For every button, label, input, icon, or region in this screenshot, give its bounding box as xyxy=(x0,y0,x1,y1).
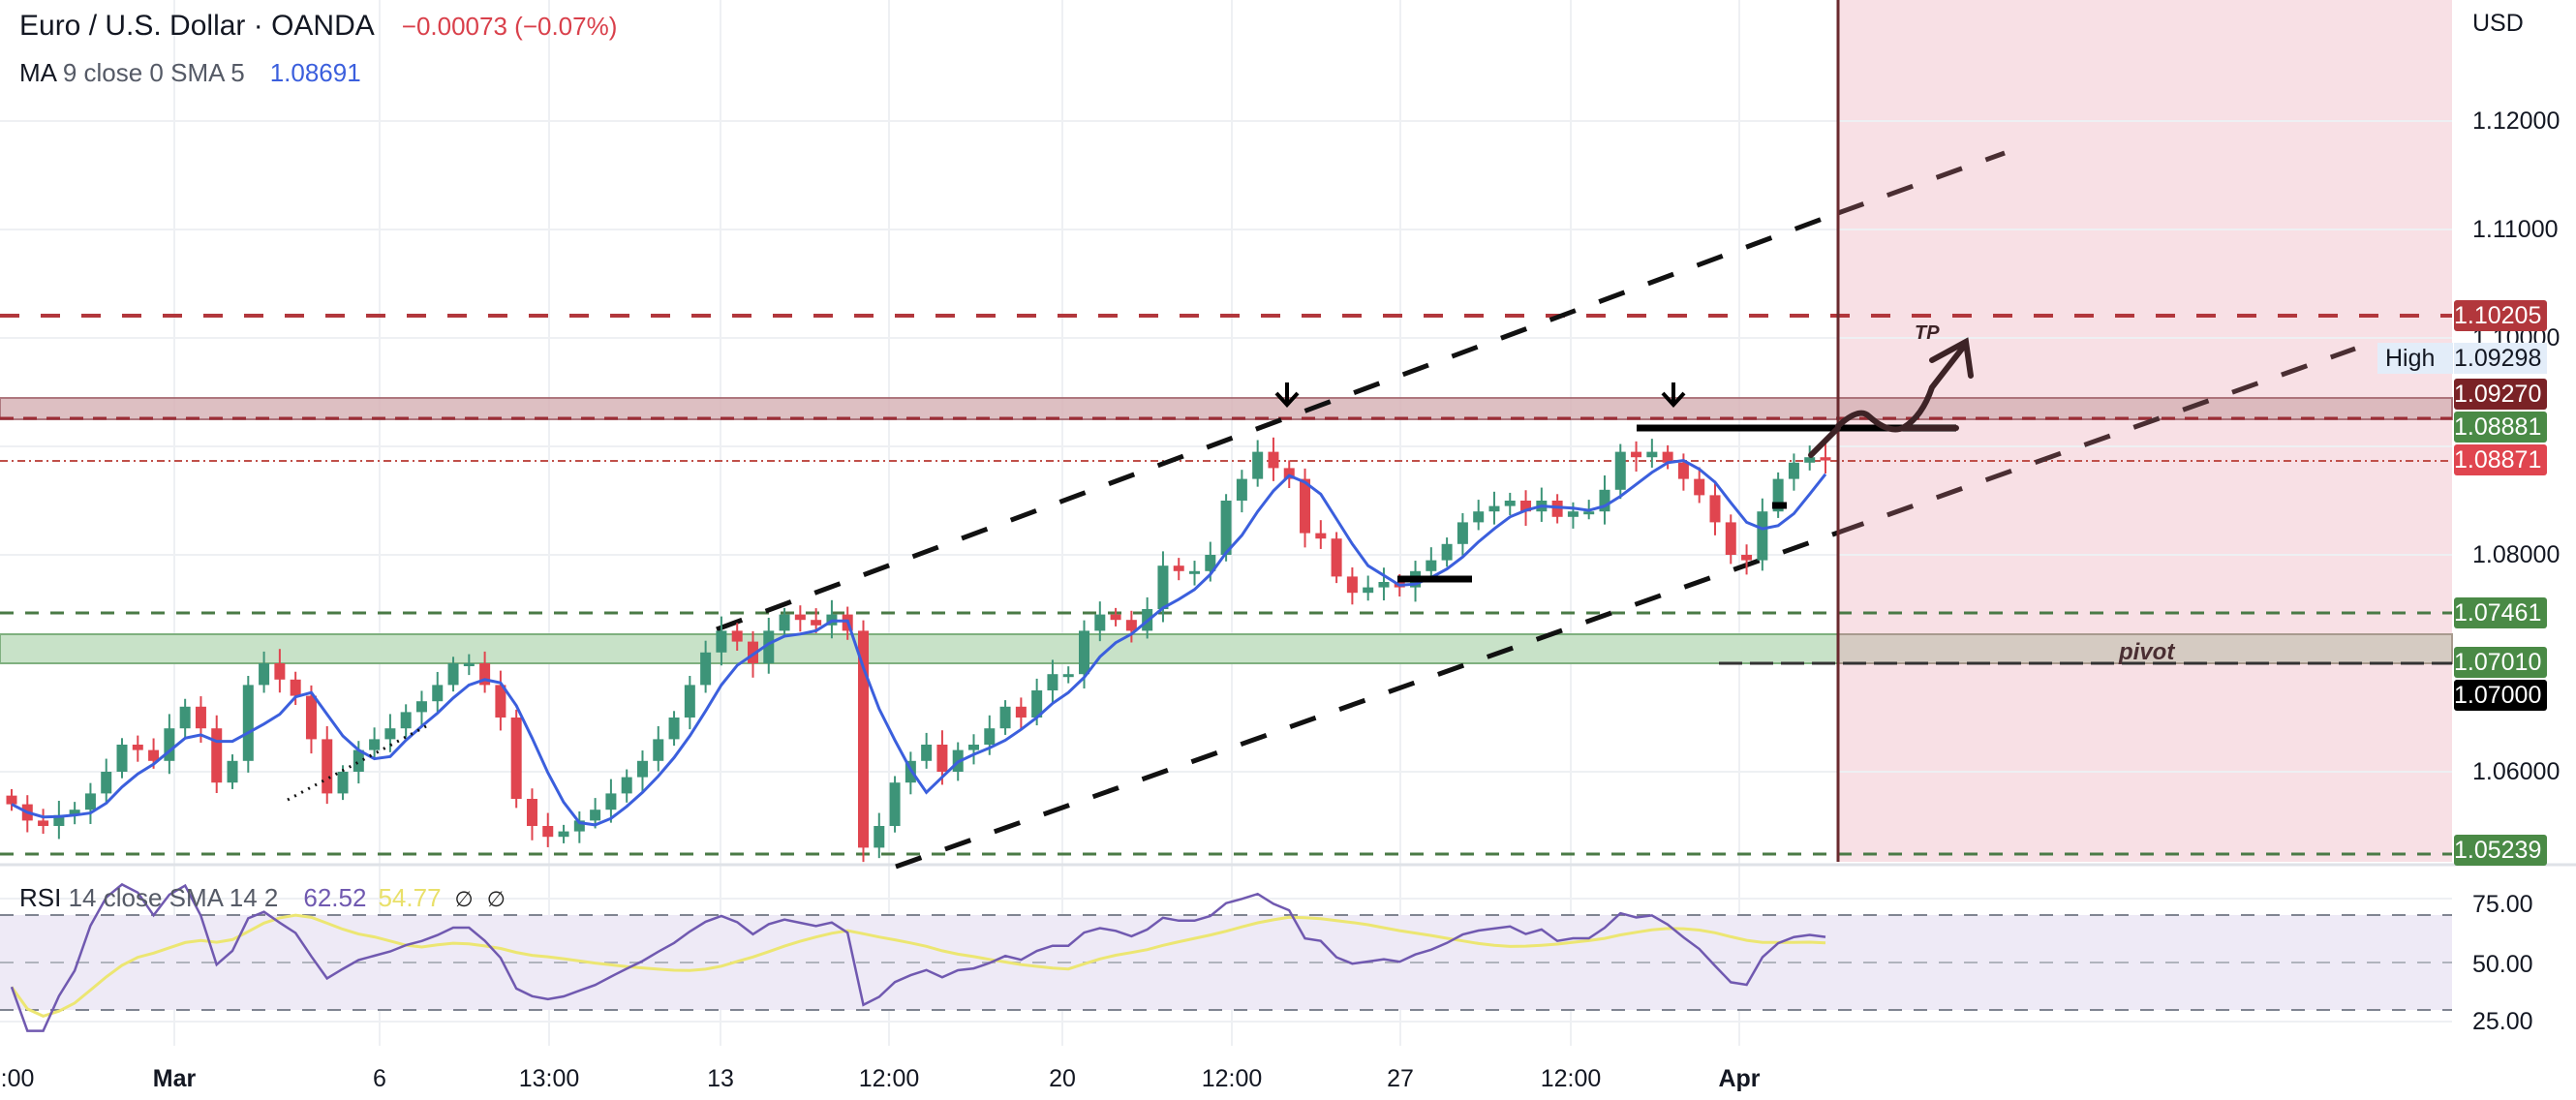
support-zone[interactable] xyxy=(0,633,1839,664)
time-label: Apr xyxy=(1718,1065,1761,1092)
ma-params: 9 close 0 SMA 5 xyxy=(62,58,245,87)
price-tick: 1.08000 xyxy=(2472,541,2561,568)
price-tag-1-08881[interactable]: 1.08881 xyxy=(2454,412,2547,443)
candlesticks xyxy=(6,437,1831,863)
na-icon: ∅ xyxy=(454,887,474,911)
time-label: 12:00 xyxy=(858,1065,920,1092)
price-tag-1-10205[interactable]: 1.10205 xyxy=(2454,300,2547,331)
time-label: Mar xyxy=(152,1065,197,1092)
rsi-tick: 50.00 xyxy=(2472,951,2533,978)
time-label: 12:00 xyxy=(1201,1065,1263,1092)
channel-lower-ext xyxy=(1837,346,2356,535)
ma-line xyxy=(11,459,1827,827)
time-label: 13:00 xyxy=(518,1065,580,1092)
time-label: 20 xyxy=(1049,1065,1076,1092)
currency-label: USD xyxy=(2472,10,2524,37)
tp-label: TP xyxy=(1915,322,1940,344)
price-tick: 1.11000 xyxy=(2472,216,2559,243)
symbol-title: Euro / U.S. Dollar · OANDA xyxy=(19,10,375,42)
price-change: −0.00073 (−0.07%) xyxy=(401,12,618,41)
channel-lower[interactable] xyxy=(895,530,1839,870)
last-price-tag[interactable]: 1.08871 xyxy=(2454,444,2547,475)
rsi-sma-line xyxy=(10,913,1826,1019)
price-tick: 1.06000 xyxy=(2472,758,2561,785)
time-label: 12:00 xyxy=(1540,1065,1602,1092)
ma-value: 1.08691 xyxy=(269,58,361,87)
high-label: High xyxy=(2377,343,2453,374)
time-label: 13 xyxy=(707,1065,734,1092)
time-gridlines xyxy=(173,0,1740,1046)
rsi-tick: 75.00 xyxy=(2472,891,2533,918)
pivot-zone[interactable] xyxy=(1837,633,2453,664)
rsi-band xyxy=(0,915,2452,1010)
price-tag-1-09270[interactable]: 1.09270 xyxy=(2454,379,2547,410)
rsi-value: 62.52 xyxy=(303,883,367,912)
price-tag-1-07000[interactable]: 1.07000 xyxy=(2454,680,2547,711)
rsi-legend[interactable]: RSI 14 close SMA 14 2 62.52 54.77 ∅ ∅ xyxy=(19,883,506,913)
rsi-label: RSI xyxy=(19,883,62,912)
rsi-line xyxy=(10,882,1826,1032)
price-tag-1-07010[interactable]: 1.07010 xyxy=(2454,647,2547,678)
rsi-tick: 25.00 xyxy=(2472,1008,2533,1035)
pivot-label: pivot xyxy=(2118,639,2175,665)
ma-legend[interactable]: MA 9 close 0 SMA 5 1.08691 xyxy=(19,58,361,88)
time-label: 27 xyxy=(1387,1065,1414,1092)
price-tag-1-07461[interactable]: 1.07461 xyxy=(2454,597,2547,628)
projection-arrow-icon xyxy=(1808,337,1974,458)
time-label: 6 xyxy=(373,1065,386,1092)
price-tick: 1.12000 xyxy=(2472,107,2561,135)
resistance-zone[interactable] xyxy=(0,397,2453,420)
ma-label: MA xyxy=(19,58,56,87)
na-icon: ∅ xyxy=(486,887,506,911)
symbol-legend[interactable]: Euro / U.S. Dollar · OANDA −0.00073 (−0.0… xyxy=(19,10,617,43)
price-tag-1-05239[interactable]: 1.05239 xyxy=(2454,835,2547,866)
high-value: 1.09298 xyxy=(2454,343,2547,374)
down-arrow-icon xyxy=(1661,382,1686,408)
time-label: :00 xyxy=(0,1065,35,1092)
rsi-sma-value: 54.77 xyxy=(378,883,442,912)
channel-upper[interactable] xyxy=(716,210,1839,632)
rsi-params: 14 close SMA 14 2 xyxy=(68,883,279,912)
down-arrow-icon xyxy=(1274,382,1300,408)
